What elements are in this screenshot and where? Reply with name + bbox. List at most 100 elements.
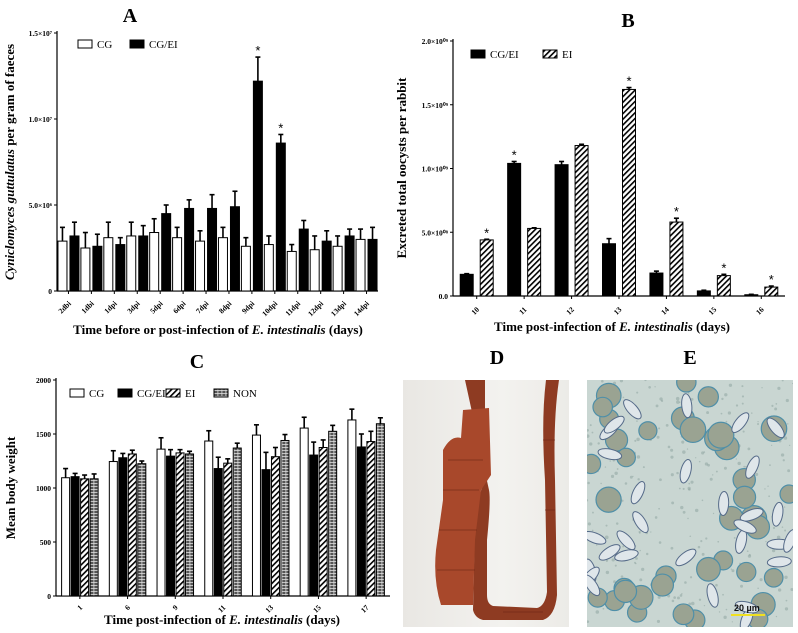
bar-cg-ei [356,446,366,597]
bar-cg-ei [321,240,332,292]
debris [587,434,590,438]
debris [741,385,744,388]
debris [689,576,693,579]
debris [601,380,604,383]
y-axis-title-part: Mean body weight [3,436,18,539]
bar-cg [172,237,183,292]
bar-cg [347,419,357,597]
debris [681,593,683,595]
legend-swatch [213,388,229,398]
x-tick-label: 13dpi [329,299,348,318]
debris [676,400,680,404]
bar-cg [108,461,118,597]
debris [785,599,788,602]
chart-a: 0 5.0×10⁶ 1.0×10⁷ 1.5×10⁷ 2dbi 1dbi 1dpi 3dpi 5d… [2,29,378,337]
yeast-cell [675,548,697,567]
debris [616,468,619,470]
debris [615,522,619,525]
bar-cg [217,237,228,292]
bar-ei [574,145,589,297]
debris [639,549,641,552]
debris [783,436,788,440]
bar-cg-ei [229,206,240,292]
debris [741,395,745,398]
debris [709,477,713,481]
bar-cg-ei [92,245,103,292]
debris [737,461,741,466]
debris [701,499,704,502]
debris [771,404,774,407]
yeast-cell [771,501,784,527]
bar-cg-ei [696,290,711,297]
oocyst [592,396,614,418]
debris [591,529,594,532]
debris [787,423,789,425]
bar-cg-ei [252,80,263,292]
bar-cg-ei [115,244,126,292]
debris [772,526,776,530]
debris [759,578,763,582]
bar-ei [223,462,233,597]
bar-cg-ei [70,476,80,597]
oocyst [650,573,675,597]
bar-ei [716,275,731,297]
x-tick-label: 8dpi [217,299,233,315]
y-axis-title-part: Cyniclomyces guttulatus [2,149,17,280]
debris [676,471,679,475]
debris [654,386,656,388]
x-tick-label: 1 [75,603,84,612]
debris [657,595,661,599]
x-tick-label: 11 [216,603,228,615]
debris [733,536,736,539]
bar-cg-ei [161,213,172,292]
bar-cg-ei [166,455,176,597]
debris [682,487,685,490]
x-tick-label: 13 [263,603,275,615]
debris [790,588,793,592]
debris [787,469,791,473]
x-tick-label: 7dpi [194,299,210,315]
legend-swatch [470,49,486,59]
panel-label-d: D [490,347,504,369]
yeast-cell [630,481,646,505]
bar-ei [764,286,779,297]
micrograph-image [587,380,793,627]
debris [767,485,769,487]
y-tick-label: 1.0×10⁷ [29,115,53,124]
debris [648,385,651,389]
bar-cg-ei [138,235,149,292]
x-tick-label: 9 [171,603,180,612]
bar-cg-ei [744,294,759,297]
yeast-cell [706,583,719,608]
bar-ei [127,453,137,597]
debris [587,522,591,526]
debris [723,466,727,470]
debris [682,510,686,514]
debris [770,444,773,446]
x-tick-label: 3dpi [125,299,141,315]
debris [629,475,633,479]
y-tick-label: 1500 [36,430,51,439]
debris [775,615,778,618]
debris [727,411,732,415]
bar-cg-ei [649,272,664,297]
photo-intestine [403,380,569,627]
legend-label: CG/EI [137,388,166,400]
y-tick-label: 1.5×10⁷ [29,29,53,38]
x-axis-title-part: (days) [693,319,730,334]
bar-cg-ei [344,235,355,292]
debris [589,424,592,427]
debris [687,517,689,520]
debris [747,554,752,558]
debris [624,482,628,485]
debris [656,435,660,439]
oocyst [672,603,695,626]
debris [645,552,649,556]
debris [688,482,691,485]
debris [718,611,721,613]
legend-label: EI [562,49,573,61]
legend-swatch [117,388,133,398]
bar-cg-ei [367,238,378,292]
bar-cg-ei [602,243,616,297]
y-tick-label: 0.0 [439,292,449,301]
